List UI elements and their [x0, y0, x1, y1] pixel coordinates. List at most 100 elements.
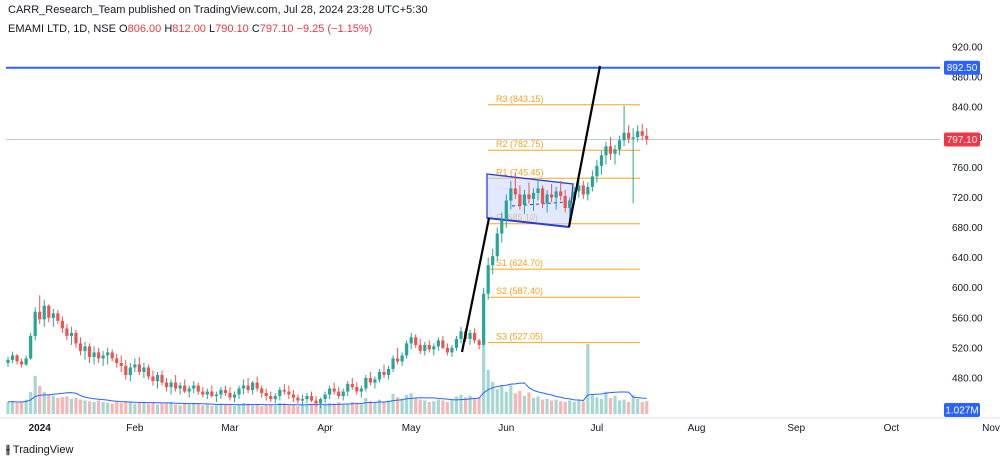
volume-bar	[468, 395, 472, 414]
candle	[241, 379, 246, 395]
price-tick-label: 480.00	[952, 374, 983, 385]
volume-bar	[559, 401, 563, 414]
volume-bar	[631, 394, 635, 414]
candle-body	[33, 311, 37, 336]
volume-bar	[309, 403, 314, 414]
candle-body	[323, 394, 327, 400]
candle	[454, 335, 459, 351]
volume-bar	[368, 401, 372, 414]
candle-body	[15, 355, 19, 362]
candle	[155, 371, 160, 389]
candle-body	[441, 340, 445, 348]
candle	[350, 378, 354, 391]
candle	[636, 125, 640, 142]
candle-body	[128, 367, 132, 375]
candle-body	[513, 188, 517, 195]
candle	[599, 150, 604, 175]
volume-bar	[581, 401, 585, 414]
volume-bar	[346, 403, 350, 414]
volume-bar	[264, 405, 268, 414]
candle	[500, 212, 504, 243]
price-tick-label: 680.00	[952, 223, 983, 234]
candle	[627, 125, 631, 144]
volume-bar	[518, 390, 522, 414]
open-value: 806.00	[127, 23, 162, 35]
time-tick-label: Aug	[688, 423, 706, 434]
candle-body	[613, 149, 617, 154]
candle-body	[260, 388, 264, 394]
volume-bar	[423, 400, 427, 414]
volume-bar	[83, 400, 87, 414]
candle-body	[645, 135, 649, 140]
candle-body	[559, 191, 563, 196]
candle-body	[604, 146, 608, 156]
candle	[164, 378, 169, 392]
candle-body	[482, 293, 486, 345]
candle-body	[432, 346, 436, 350]
candle	[287, 385, 291, 400]
candle-body	[174, 382, 178, 389]
candle	[273, 393, 277, 404]
candle	[178, 382, 182, 395]
candle-body	[459, 331, 463, 339]
volume-bar	[146, 403, 151, 414]
candle-body	[359, 388, 363, 392]
candle-body	[192, 385, 196, 389]
candle-body	[291, 394, 295, 398]
volume-bar	[232, 406, 237, 414]
volume-bar	[414, 398, 418, 414]
volume-bar	[432, 401, 436, 414]
tradingview-branding: ⫲ TradingView	[6, 442, 73, 457]
volume-bar	[513, 393, 517, 414]
candle-body	[436, 340, 440, 347]
volume-bar	[214, 405, 218, 414]
price-badges: 892.50 797.10 1.027M	[944, 60, 980, 417]
candle	[192, 381, 196, 394]
candle	[92, 346, 96, 365]
candle	[418, 338, 422, 354]
candle-body	[47, 305, 51, 318]
volume-bar	[337, 402, 341, 414]
candle	[214, 391, 218, 403]
brand-name: TradingView	[12, 443, 74, 456]
volume-bar	[178, 405, 182, 414]
time-tick-label: 2024	[29, 423, 52, 434]
candle	[495, 227, 499, 261]
candle-body	[65, 328, 69, 336]
candle	[373, 376, 377, 389]
volume-bar	[495, 389, 499, 414]
candle-body	[509, 188, 513, 201]
candle	[513, 173, 517, 199]
trend-line-breakout	[567, 65, 602, 228]
candle	[545, 189, 549, 213]
volume-bar	[65, 396, 69, 414]
candle	[622, 105, 626, 147]
candle-body	[246, 385, 250, 391]
candle	[423, 341, 427, 356]
candle-body	[101, 355, 105, 359]
volume-bar	[183, 403, 187, 414]
candle-body	[74, 332, 78, 344]
volume-bar	[115, 402, 119, 414]
volume-bar	[400, 398, 404, 414]
candle-body	[405, 343, 409, 356]
candle-body	[106, 352, 110, 356]
candle	[359, 385, 363, 398]
candle-body	[309, 396, 314, 401]
candle-body	[409, 337, 413, 344]
candle	[405, 340, 409, 359]
volume-bar	[210, 406, 214, 414]
candle	[87, 343, 92, 363]
candle-body	[38, 311, 42, 320]
candle-body	[346, 384, 350, 392]
candle	[491, 248, 495, 275]
volume-bar	[568, 400, 572, 414]
candle-body	[83, 346, 87, 351]
volume-bar	[590, 394, 594, 414]
volume-badge: 1.027M	[944, 403, 980, 417]
volume-bar	[463, 397, 468, 414]
change-value: −9.25 (−1.15%)	[296, 23, 373, 35]
close-value: 797.10	[259, 23, 294, 35]
candle	[595, 159, 599, 183]
